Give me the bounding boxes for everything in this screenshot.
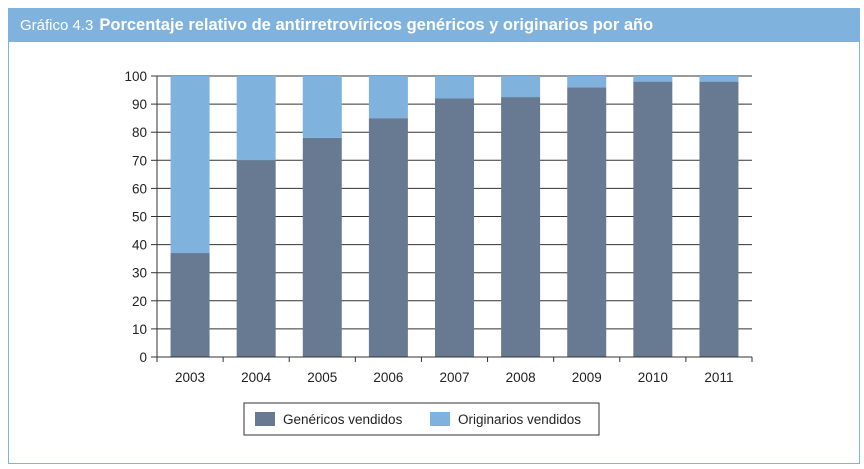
x-tick-label: 2007 <box>439 370 469 385</box>
y-tick-label: 20 <box>132 294 147 309</box>
bar-originarios <box>699 76 739 82</box>
x-tick-label: 2005 <box>307 370 337 385</box>
bar-genericos <box>236 160 276 357</box>
legend-label-originarios: Originarios vendidos <box>458 412 581 427</box>
x-tick-label: 2003 <box>175 370 205 385</box>
bar-originarios <box>435 76 474 99</box>
bar-genericos <box>699 81 739 358</box>
legend-swatch-genericos <box>255 412 275 426</box>
y-tick-label: 80 <box>132 125 147 140</box>
legend: Genéricos vendidos Originarios vendidos <box>243 402 600 436</box>
x-tick-label: 2006 <box>373 370 403 385</box>
y-tick-label: 40 <box>132 238 147 253</box>
y-tick-label: 60 <box>132 181 147 196</box>
bar-genericos <box>368 118 408 358</box>
bar-genericos <box>633 81 673 358</box>
legend-box <box>243 402 600 436</box>
bar-genericos <box>435 98 474 357</box>
bar-originarios <box>368 76 408 119</box>
bar-genericos <box>501 97 541 357</box>
bar-originarios <box>302 76 342 138</box>
chart-title: Porcentaje relativo de antirretrovíricos… <box>99 15 654 34</box>
bar-genericos <box>302 137 342 357</box>
y-tick-label: 50 <box>132 210 147 225</box>
bar-originarios <box>170 76 210 254</box>
bar-originarios <box>633 76 673 82</box>
y-tick-label: 10 <box>132 322 147 337</box>
x-tick-label: 2010 <box>638 370 668 385</box>
y-tick-label: 100 <box>124 69 147 84</box>
bar-genericos <box>567 87 607 358</box>
x-tick-label: 2009 <box>572 370 602 385</box>
bar-originarios <box>236 76 276 161</box>
y-tick-label: 0 <box>139 350 147 365</box>
bar-originarios <box>501 76 541 98</box>
figure-label: Gráfico 4.3 <box>20 16 94 34</box>
y-tick-label: 90 <box>132 97 147 112</box>
bar-genericos <box>170 253 210 357</box>
legend-swatch-originarios <box>430 412 450 426</box>
legend-label-genericos: Genéricos vendidos <box>283 412 403 427</box>
x-tick-label: 2008 <box>506 370 536 385</box>
bar-originarios <box>567 76 607 88</box>
chart-header: Gráfico 4.3 Porcentaje relativo de antir… <box>8 8 860 42</box>
y-tick-label: 70 <box>132 153 147 168</box>
x-tick-label: 2004 <box>241 370 272 385</box>
x-tick-label: 2011 <box>704 370 733 385</box>
y-tick-label: 30 <box>132 266 147 281</box>
